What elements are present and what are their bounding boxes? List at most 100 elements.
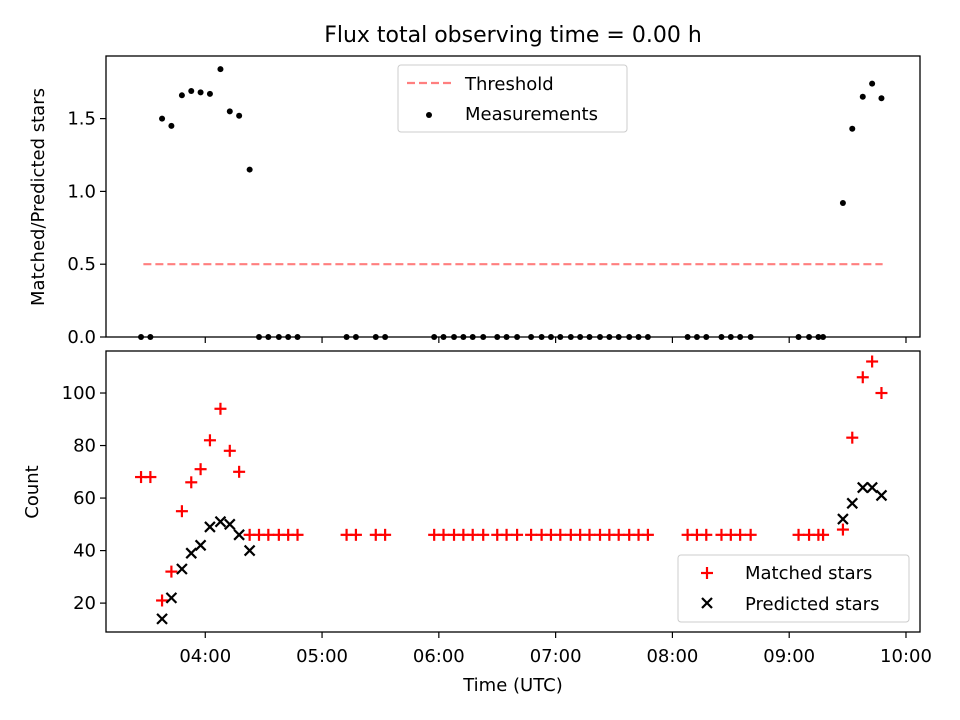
predicted-stars-point [204,521,216,533]
bottom-panel: 04:00 05:00 06:00 07:00 08:00 09:00 10:00 20 40… [22,350,932,696]
measurement-point [217,66,224,73]
top-y-axis-label: Matched/Predicted stars [28,88,49,306]
legend-matched-plus-icon [701,567,713,579]
top-y-ticks: 0.0 0.5 1.0 1.5 [67,109,106,348]
top-panel: 0.0 0.5 1.0 1.5 Matched/Predicted stars Thr… [28,55,921,348]
top-panel-frame [105,55,921,338]
bottom-legend-box [677,554,910,623]
legend-label-threshold: Threshold [464,74,554,95]
matched-stars-point [641,528,654,541]
x-tick-label: 10:00 [880,646,932,667]
measurement-point [878,95,885,102]
bottom-y-axis-label: Count [22,465,43,518]
matched-stars-point [744,528,757,541]
matched-stars-point [836,523,849,536]
matched-stars-point [792,528,805,541]
matched-stars-point [349,528,362,541]
top-legend-box [397,64,628,133]
measurement-point [206,90,213,97]
matched-stars-point [175,505,188,518]
matched-stars-point [203,434,216,447]
matched-stars-point [144,471,157,484]
predicted-stars-point [214,515,227,528]
legend-label-matched: Matched stars [745,563,872,584]
predicted-stars-point [875,489,888,502]
legend-label-measurements: Measurements [465,104,598,125]
series-predicted-stars [156,481,888,625]
matched-stars-point [525,528,538,541]
x-tick-label: 07:00 [530,646,582,667]
x-tick-label: 08:00 [646,646,698,667]
matched-stars-point [856,371,869,384]
measurement-point [236,112,243,119]
matched-stars-point [262,528,275,541]
legend-label-predicted: Predicted stars [745,594,879,615]
bottom-plot-area [135,355,888,625]
matched-stars-point [866,355,879,368]
legend-measurements-dot-icon [426,112,432,118]
matched-stars-point [194,463,207,476]
measurement-point [159,115,166,122]
matched-stars-point [466,528,479,541]
matched-stars-point [583,528,596,541]
x-tick-label: 04:00 [179,646,231,667]
bottom-y-ticks: 20 40 60 80 100 [62,383,106,614]
legend-predicted-x-icon [701,597,713,609]
predicted-stars-point [176,563,188,575]
measurement-point [226,108,233,115]
x-tick-label: 09:00 [763,646,815,667]
matched-stars-point [185,476,198,489]
figure-title: Flux total observing time = 0.00 h [324,23,702,48]
x-axis-label: Time (UTC) [462,675,563,696]
bottom-panel-frame [105,350,921,633]
measurement-point [859,93,866,100]
matched-stars-point [734,528,747,541]
top-y-tick-label: 1.0 [67,181,96,202]
matched-stars-point [223,444,236,457]
measurement-point [178,92,185,99]
predicted-stars-point [224,518,236,531]
top-y-tick-label: 1.5 [67,109,96,130]
bottom-y-tick-label: 20 [73,593,96,614]
matched-stars-point [700,528,713,541]
measurement-point [839,200,846,207]
measurement-point [197,89,204,96]
matched-stars-point [511,528,524,541]
top-x-ticks [204,337,907,343]
predicted-stars-point [243,544,256,557]
matched-stars-point [477,528,490,541]
bottom-y-tick-label: 40 [73,541,96,562]
bottom-legend: Matched stars Predicted stars [677,554,910,623]
matched-stars-point [437,528,450,541]
measurement-point [869,80,876,87]
predicted-stars-point [185,547,198,559]
matched-stars-point [233,465,246,478]
measurement-point [246,166,253,173]
measurement-point [849,125,856,132]
predicted-stars-point [165,592,178,604]
measurement-point [168,122,175,129]
predicted-stars-point [194,539,207,552]
matched-stars-point [817,528,830,541]
predicted-stars-point [846,497,859,510]
top-y-tick-label: 0.0 [67,327,96,348]
matched-stars-point [165,565,178,578]
x-tick-label: 06:00 [413,646,465,667]
bottom-y-tick-label: 100 [62,383,96,404]
matched-stars-point [156,594,169,607]
matched-stars-point [500,528,513,541]
predicted-stars-point [233,529,245,541]
matched-stars-point [875,387,888,400]
series-matched-stars [135,355,888,607]
bottom-x-ticks: 04:00 05:00 06:00 07:00 08:00 09:00 10:00 [179,632,932,667]
predicted-stars-point [837,513,849,525]
matched-stars-point [846,431,859,444]
x-tick-label: 05:00 [296,646,348,667]
predicted-stars-point [866,481,878,494]
matched-stars-point [291,528,304,541]
measurement-point [188,87,195,94]
matched-stars-point [612,528,625,541]
bottom-y-tick-label: 80 [73,436,96,457]
predicted-stars-point [856,481,869,494]
